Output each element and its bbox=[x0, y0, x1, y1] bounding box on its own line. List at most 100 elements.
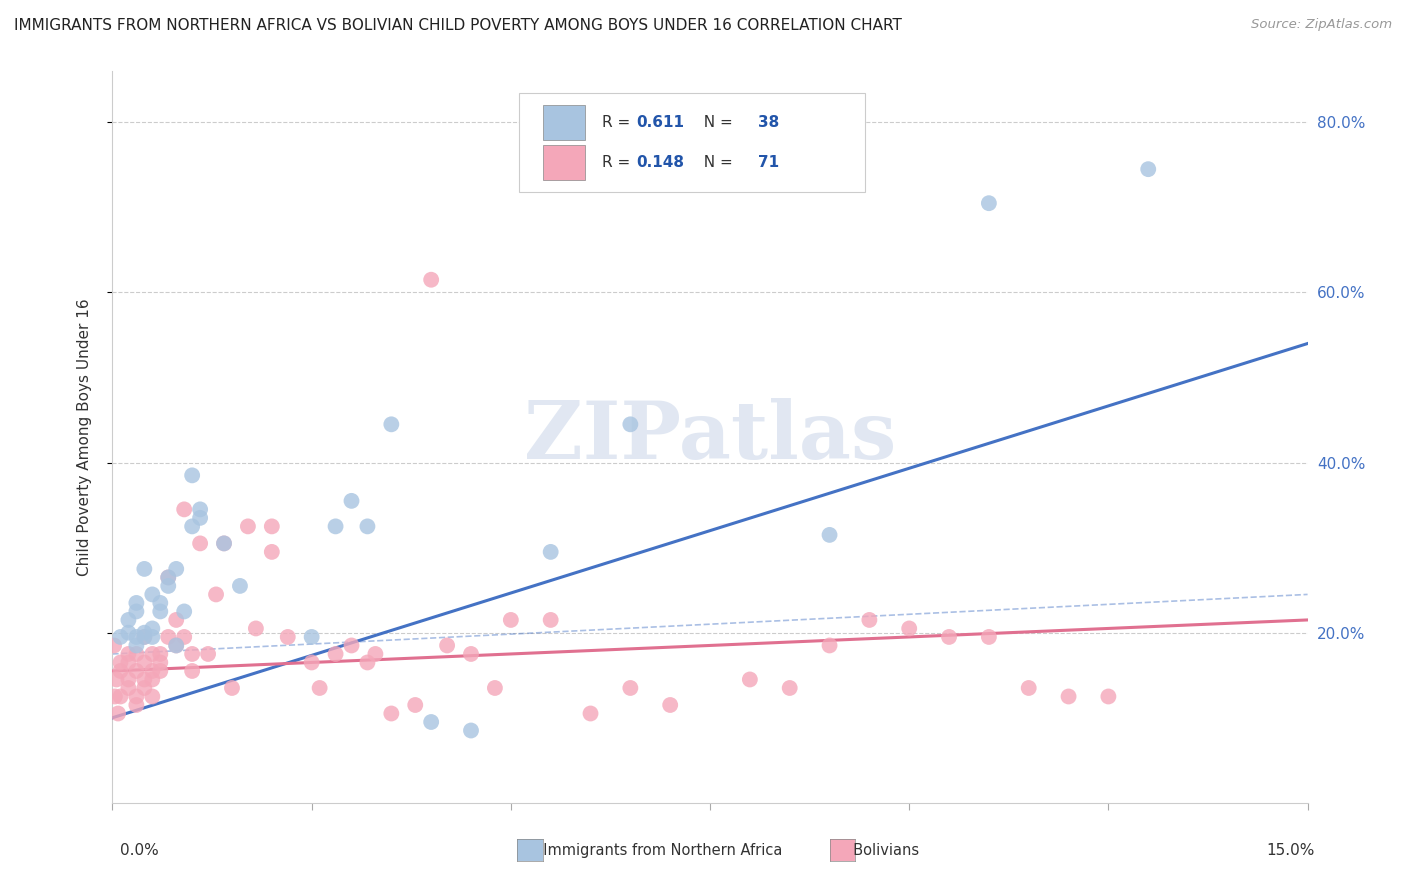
Point bbox=[619, 681, 641, 695]
Point bbox=[212, 536, 235, 550]
Point bbox=[141, 690, 163, 704]
Point bbox=[173, 604, 195, 618]
Text: IMMIGRANTS FROM NORTHERN AFRICA VS BOLIVIAN CHILD POVERTY AMONG BOYS UNDER 16 CO: IMMIGRANTS FROM NORTHERN AFRICA VS BOLIV… bbox=[14, 18, 901, 33]
Point bbox=[380, 417, 402, 432]
Point bbox=[197, 647, 219, 661]
Point bbox=[301, 630, 323, 644]
Point bbox=[141, 587, 163, 601]
Point bbox=[134, 630, 156, 644]
Point bbox=[436, 639, 458, 653]
Point bbox=[301, 656, 323, 670]
Point bbox=[117, 613, 139, 627]
Point bbox=[260, 519, 283, 533]
Point bbox=[134, 562, 156, 576]
Point bbox=[103, 639, 125, 653]
Text: 15.0%: 15.0% bbox=[1267, 843, 1315, 858]
Point bbox=[134, 673, 156, 687]
Text: 0.611: 0.611 bbox=[636, 115, 683, 130]
Point bbox=[157, 570, 180, 584]
Point bbox=[149, 664, 172, 678]
Point bbox=[141, 673, 163, 687]
Point bbox=[125, 690, 148, 704]
Point bbox=[1097, 690, 1119, 704]
Point bbox=[104, 690, 127, 704]
Point bbox=[340, 494, 363, 508]
Point bbox=[165, 639, 187, 653]
Point bbox=[125, 698, 148, 712]
Point bbox=[325, 647, 347, 661]
Point bbox=[977, 196, 1000, 211]
Point bbox=[818, 639, 841, 653]
Point bbox=[165, 613, 187, 627]
Point bbox=[420, 714, 443, 729]
Point bbox=[134, 681, 156, 695]
Point bbox=[188, 511, 211, 525]
Point bbox=[149, 604, 172, 618]
Point bbox=[141, 647, 163, 661]
Point bbox=[540, 545, 562, 559]
FancyBboxPatch shape bbox=[543, 105, 585, 140]
Point bbox=[165, 639, 187, 653]
Point bbox=[205, 587, 228, 601]
Point bbox=[818, 528, 841, 542]
Text: 0.148: 0.148 bbox=[636, 155, 683, 170]
Point bbox=[460, 647, 482, 661]
Text: 71: 71 bbox=[758, 155, 779, 170]
Point bbox=[117, 625, 139, 640]
Point bbox=[898, 622, 921, 636]
Point bbox=[107, 706, 129, 721]
Point bbox=[404, 698, 426, 712]
Point bbox=[260, 545, 283, 559]
Point bbox=[938, 630, 960, 644]
Point bbox=[181, 468, 204, 483]
Point bbox=[117, 681, 139, 695]
Point bbox=[125, 630, 148, 644]
Text: R =: R = bbox=[603, 115, 636, 130]
Point bbox=[420, 273, 443, 287]
Point bbox=[181, 519, 204, 533]
Point bbox=[356, 656, 378, 670]
Point bbox=[659, 698, 682, 712]
Point bbox=[380, 706, 402, 721]
Point bbox=[738, 673, 761, 687]
Point bbox=[277, 630, 299, 644]
Point bbox=[165, 562, 187, 576]
Point bbox=[340, 639, 363, 653]
Point bbox=[236, 519, 259, 533]
Point bbox=[110, 630, 132, 644]
Point bbox=[858, 613, 880, 627]
FancyBboxPatch shape bbox=[519, 94, 866, 192]
Point bbox=[157, 579, 180, 593]
Point bbox=[141, 664, 163, 678]
Point bbox=[149, 647, 172, 661]
Point bbox=[1018, 681, 1040, 695]
Point bbox=[110, 664, 132, 678]
Point bbox=[229, 579, 252, 593]
Point bbox=[181, 647, 204, 661]
Text: Bolivians: Bolivians bbox=[844, 843, 918, 857]
Point bbox=[117, 673, 139, 687]
Point bbox=[134, 630, 156, 644]
Text: N =: N = bbox=[695, 155, 738, 170]
Point bbox=[125, 647, 148, 661]
Point bbox=[212, 536, 235, 550]
Y-axis label: Child Poverty Among Boys Under 16: Child Poverty Among Boys Under 16 bbox=[77, 298, 91, 576]
Text: ZIPatlas: ZIPatlas bbox=[524, 398, 896, 476]
Point bbox=[125, 664, 148, 678]
Point bbox=[779, 681, 801, 695]
Point bbox=[125, 596, 148, 610]
Point bbox=[141, 622, 163, 636]
Point bbox=[1137, 162, 1160, 177]
Point bbox=[181, 664, 204, 678]
Point bbox=[188, 536, 211, 550]
Point bbox=[149, 656, 172, 670]
Point bbox=[221, 681, 243, 695]
FancyBboxPatch shape bbox=[543, 145, 585, 180]
Point bbox=[977, 630, 1000, 644]
Text: 0.0%: 0.0% bbox=[120, 843, 159, 858]
Point bbox=[105, 673, 128, 687]
Point bbox=[110, 656, 132, 670]
Point bbox=[540, 613, 562, 627]
Point bbox=[308, 681, 330, 695]
Point bbox=[619, 417, 641, 432]
